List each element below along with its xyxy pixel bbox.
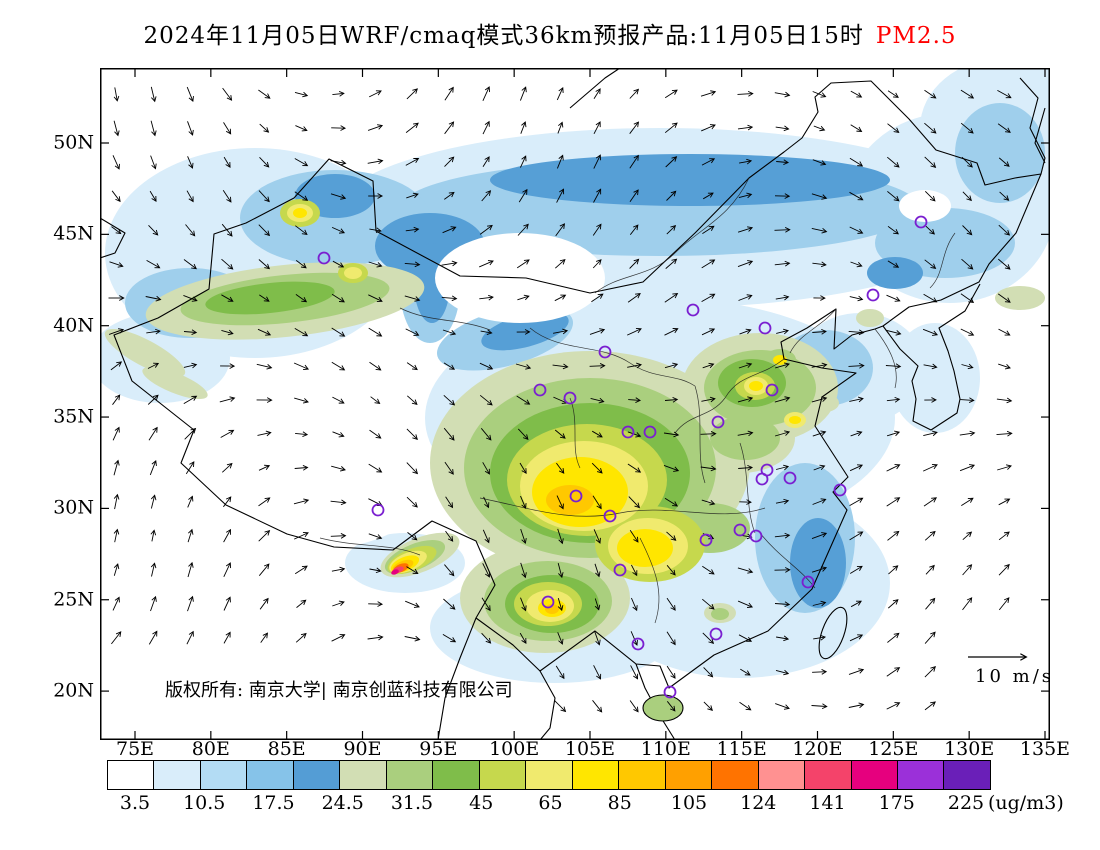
colorbar-cell xyxy=(619,761,666,789)
wind-legend-label: 10 m/s xyxy=(975,666,1050,687)
colorbar-cell xyxy=(851,761,898,789)
station-marker-icon xyxy=(533,383,547,397)
lat-axis-label: 25N xyxy=(53,588,94,611)
colorbar-cell xyxy=(433,761,480,789)
station-marker-icon xyxy=(643,425,657,439)
lon-axis-label: 95E xyxy=(419,738,458,760)
colorbar-tick-label: 141 xyxy=(809,792,846,814)
colorbar-cell xyxy=(944,761,990,789)
station-marker-icon xyxy=(914,215,928,229)
wind-arrows xyxy=(108,86,1013,713)
colorbar xyxy=(107,760,991,790)
colorbar-cell xyxy=(805,761,852,789)
station-marker-icon xyxy=(563,391,577,405)
colorbar-cell xyxy=(154,761,201,789)
colorbar-tick-label: 124 xyxy=(740,792,777,814)
colorbar-cell xyxy=(247,761,294,789)
station-marker-icon xyxy=(783,471,797,485)
forecast-map: 版权所有: 南京大学| 南京创蓝科技有限公司 10 m/s xyxy=(90,58,1090,741)
title-pollutant: PM2.5 xyxy=(875,23,957,49)
station-marker-icon xyxy=(758,321,772,335)
plot-border xyxy=(100,68,1050,740)
colorbar-cell xyxy=(712,761,759,789)
map-area: 版权所有: 南京大学| 南京创蓝科技有限公司 10 m/s xyxy=(90,58,1090,741)
colorbar-cell xyxy=(572,761,620,789)
page-title: 2024年11月05日WRF/cmaq模式36km预报产品:11月05日15时 P… xyxy=(0,16,1100,50)
colorbar-tick-label: 24.5 xyxy=(321,792,364,814)
lon-axis-label: 90E xyxy=(343,738,382,760)
lon-axis-label: 85E xyxy=(267,738,306,760)
colorbar-tick-label: 31.5 xyxy=(390,792,434,814)
lon-axis-label: 75E xyxy=(115,738,155,760)
colorbar-cell xyxy=(340,761,387,789)
lon-axis-label: 120E xyxy=(792,738,843,760)
colorbar-cell xyxy=(479,761,527,789)
lon-axis-label: 80E xyxy=(191,738,230,760)
wind-legend: 10 m/s xyxy=(968,653,1051,687)
lat-axis-label: 40N xyxy=(53,314,94,337)
lat-axis-label: 50N xyxy=(53,131,94,154)
station-marker-icon xyxy=(603,509,617,523)
colorbar-cell xyxy=(386,761,434,789)
lat-axis-label: 30N xyxy=(53,496,94,519)
title-main: 2024年11月05日WRF/cmaq模式36km预报产品:11月05日15时 xyxy=(143,23,864,49)
lon-axis-label: 115E xyxy=(716,738,767,760)
colorbar-cell xyxy=(200,761,248,789)
station-markers xyxy=(317,215,928,699)
colorbar-cell xyxy=(665,761,713,789)
lat-axis-label: 35N xyxy=(53,405,94,428)
colorbar-tick-label: 17.5 xyxy=(252,792,295,814)
colorbar-cell xyxy=(758,761,806,789)
station-marker-icon xyxy=(801,575,815,589)
colorbar-tick-label: 225 xyxy=(947,792,985,814)
station-marker-icon xyxy=(711,415,725,429)
station-marker-icon xyxy=(686,303,700,317)
colorbar-cell xyxy=(897,761,945,789)
station-marker-icon xyxy=(866,288,880,302)
station-marker-icon xyxy=(749,529,763,543)
lon-axis-label: 135E xyxy=(1019,738,1071,760)
station-marker-icon xyxy=(613,563,627,577)
lon-axis-label: 110E xyxy=(640,738,691,760)
colorbar-cell xyxy=(108,761,155,789)
station-marker-icon xyxy=(631,637,645,651)
colorbar-cell xyxy=(526,761,573,789)
lon-axis-label: 100E xyxy=(489,738,540,760)
copyright-text: 版权所有: 南京大学| 南京创蓝科技有限公司 xyxy=(165,680,513,701)
colorbar-tick-label: 10.5 xyxy=(183,792,226,814)
lat-axis-label: 45N xyxy=(53,222,94,245)
lon-axis-label: 105E xyxy=(564,738,616,760)
lon-axis-label: 130E xyxy=(944,738,995,760)
pm25-field xyxy=(90,58,1090,683)
colorbar-tick-label: 3.5 xyxy=(119,792,151,814)
station-marker-icon xyxy=(569,489,583,503)
station-marker-icon xyxy=(765,383,779,397)
colorbar-tick-label: 65 xyxy=(538,792,563,814)
station-marker-icon xyxy=(709,627,723,641)
station-marker-icon xyxy=(317,251,331,265)
station-marker-icon xyxy=(733,523,747,537)
colorbar-tick-label: 105 xyxy=(670,792,708,814)
colorbar-cell xyxy=(293,761,341,789)
station-marker-icon xyxy=(371,503,385,517)
colorbar-unit: (ug/m3) xyxy=(988,792,1064,814)
station-marker-icon xyxy=(755,472,769,486)
lat-axis-label: 20N xyxy=(53,679,94,702)
colorbar-tick-label: 85 xyxy=(607,792,632,814)
colorbar-tick-label: 45 xyxy=(469,792,494,814)
lon-axis-label: 125E xyxy=(868,738,919,760)
station-marker-icon xyxy=(663,685,677,699)
province-borders xyxy=(319,177,956,624)
station-marker-icon xyxy=(621,425,635,439)
colorbar-tick-label: 175 xyxy=(878,792,915,814)
station-marker-icon xyxy=(833,483,847,497)
station-marker-icon xyxy=(598,345,612,359)
station-marker-icon xyxy=(699,533,713,547)
station-marker-icon xyxy=(541,595,555,609)
